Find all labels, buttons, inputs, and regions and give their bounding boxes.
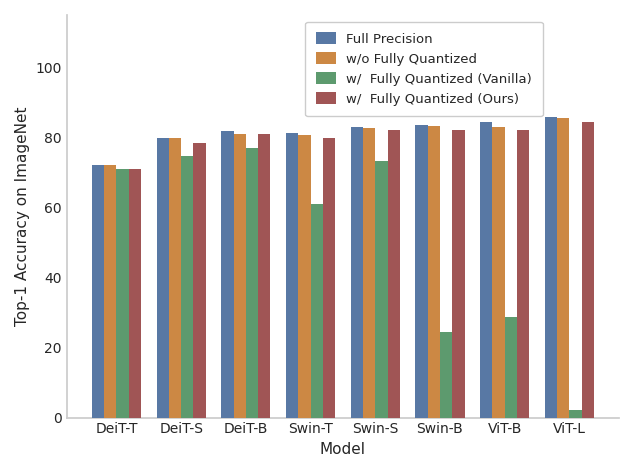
Bar <box>545 117 557 418</box>
Bar <box>569 410 581 418</box>
Legend: Full Precision, w/o Fully Quantized, w/  Fully Quantized (Vanilla), w/  Fully Qu: Full Precision, w/o Fully Quantized, w/ … <box>306 22 543 116</box>
Bar <box>387 130 400 418</box>
Bar <box>452 130 465 418</box>
X-axis label: Model: Model <box>320 442 366 457</box>
Bar <box>157 138 169 418</box>
Bar <box>505 317 517 418</box>
Bar <box>233 134 246 418</box>
Bar <box>363 128 375 418</box>
Bar <box>221 131 233 418</box>
Bar <box>480 122 493 418</box>
Bar <box>581 122 594 418</box>
Bar <box>311 204 323 418</box>
Bar <box>92 165 104 418</box>
Bar <box>351 127 363 418</box>
Bar <box>246 148 258 418</box>
Bar <box>169 138 181 418</box>
Bar <box>298 135 311 418</box>
Bar <box>286 133 298 418</box>
Bar <box>493 126 505 418</box>
Bar <box>415 125 428 418</box>
Bar <box>375 161 387 418</box>
Bar <box>104 165 117 418</box>
Bar <box>129 169 141 418</box>
Bar <box>517 130 529 418</box>
Bar <box>117 169 129 418</box>
Bar <box>440 332 452 418</box>
Y-axis label: Top-1 Accuracy on ImageNet: Top-1 Accuracy on ImageNet <box>15 107 30 326</box>
Bar <box>323 137 335 418</box>
Bar <box>193 143 206 418</box>
Bar <box>258 134 271 418</box>
Bar <box>557 118 569 418</box>
Bar <box>181 156 193 418</box>
Bar <box>428 126 440 418</box>
